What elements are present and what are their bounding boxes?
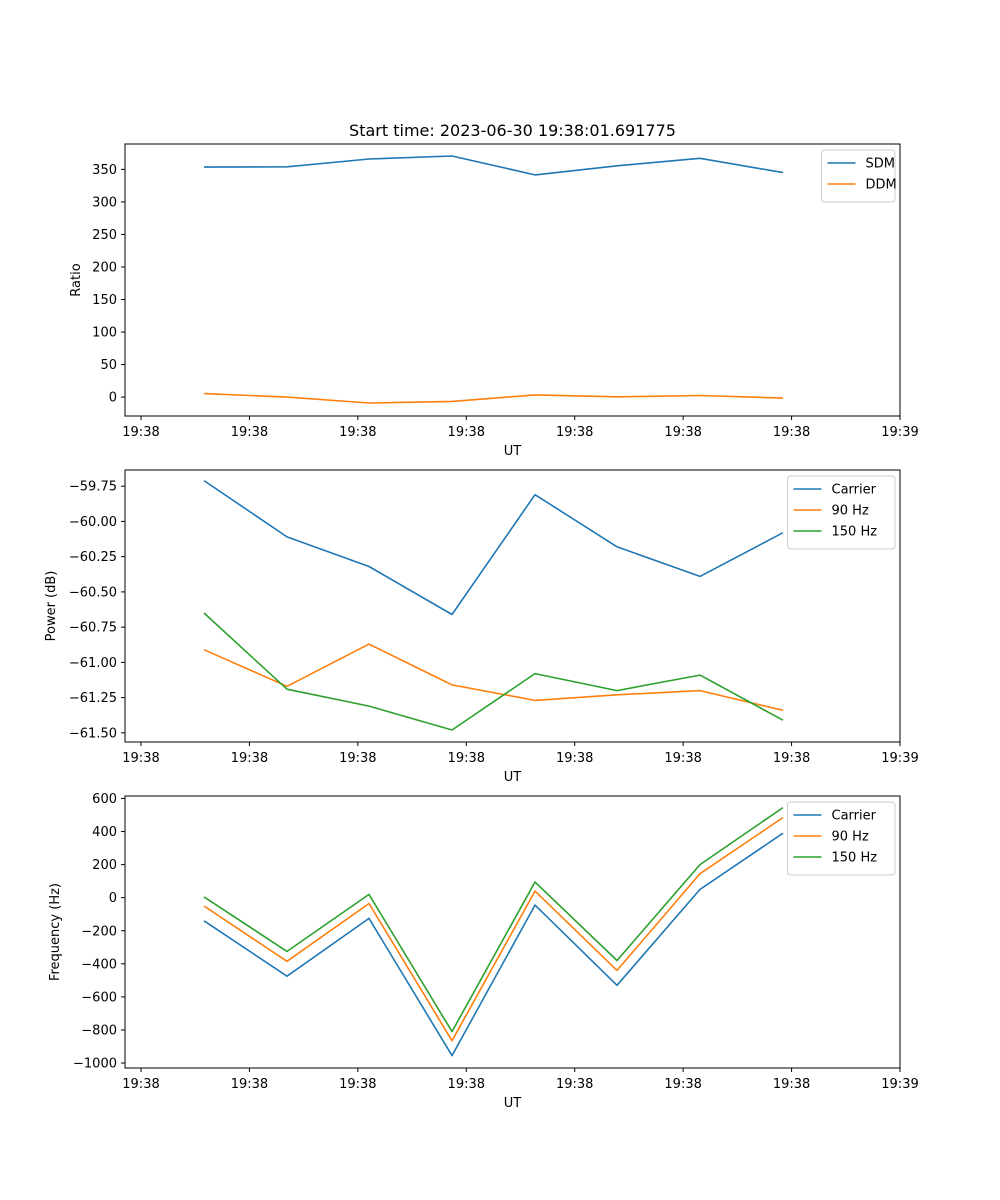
x-tick-label: 19:38 (122, 425, 159, 440)
legend-label: 90 Hz (832, 504, 869, 519)
chart-3: 19:38 19:38 19:38 19:38 19:38 19:38 19:38 19:39… (48, 792, 919, 1111)
series-line-90-hz (203, 643, 784, 712)
series-line-carrier (203, 479, 784, 616)
x-tick-label: 19:39 (881, 751, 918, 766)
y-axis-label: Frequency (Hz) (48, 883, 63, 981)
series-line-90-hz (203, 816, 784, 1042)
legend-label: DDM (866, 178, 897, 193)
legend-label: 90 Hz (832, 830, 869, 845)
x-tick-label: 19:39 (881, 425, 918, 440)
y-tick-label: −800 (81, 1023, 117, 1038)
legend: SDM DDM (821, 149, 897, 203)
x-axis-label: UT (504, 770, 522, 785)
y-tick-label: −600 (81, 990, 117, 1005)
y-tick-label: 100 (92, 326, 117, 341)
y-tick-label: −400 (81, 957, 117, 972)
y-axis-label: Power (dB) (44, 571, 59, 642)
y-tick-label: −60.50 (69, 585, 117, 600)
x-tick-label: 19:38 (556, 751, 593, 766)
y-tick-label: −1000 (73, 1057, 117, 1072)
x-tick-label: 19:38 (556, 1077, 593, 1092)
plot-frame (124, 143, 901, 417)
x-tick-label: 19:38 (122, 1077, 159, 1092)
legend-label: SDM (866, 157, 895, 172)
y-tick-label: −61.00 (69, 656, 117, 671)
y-tick-label: 200 (92, 858, 117, 873)
y-tick-label: −60.00 (69, 515, 117, 530)
y-tick-label: 0 (109, 891, 117, 906)
series-line-150-hz (203, 806, 784, 1033)
legend: Carrier 90 Hz 150 Hz (787, 475, 896, 550)
y-axis-label: Ratio (69, 263, 84, 296)
legend-label: 150 Hz (832, 851, 878, 866)
x-tick-label: 19:38 (773, 751, 810, 766)
series-line-sdm (203, 155, 784, 176)
x-tick-label: 19:38 (339, 425, 376, 440)
chart-title: Start time: 2023-06-30 19:38:01.691775 (349, 121, 676, 140)
legend-label: Carrier (832, 809, 877, 824)
x-tick-label: 19:38 (556, 425, 593, 440)
legend-label: 150 Hz (832, 525, 878, 540)
y-tick-label: 150 (92, 293, 117, 308)
x-tick-label: 19:38 (231, 1077, 268, 1092)
legend-label: Carrier (832, 483, 877, 498)
y-tick-label: 250 (92, 228, 117, 243)
y-tick-label: −60.25 (69, 550, 117, 565)
plot-frame (124, 795, 901, 1069)
x-tick-label: 19:38 (664, 1077, 701, 1092)
x-tick-label: 19:38 (448, 425, 485, 440)
y-tick-label: −200 (81, 924, 117, 939)
x-tick-label: 19:38 (448, 751, 485, 766)
x-tick-label: 19:38 (339, 1077, 376, 1092)
y-tick-label: −61.50 (69, 726, 117, 741)
y-tick-label: 50 (100, 358, 117, 373)
x-axis-label: UT (504, 1096, 522, 1111)
y-tick-label: 300 (92, 195, 117, 210)
series-line-carrier (203, 832, 784, 1057)
legend: Carrier 90 Hz 150 Hz (787, 801, 896, 876)
x-tick-label: 19:38 (339, 751, 376, 766)
y-tick-label: −59.75 (69, 480, 117, 495)
x-tick-label: 19:38 (773, 425, 810, 440)
x-tick-label: 19:38 (664, 751, 701, 766)
x-tick-label: 19:38 (664, 425, 701, 440)
y-tick-label: −60.75 (69, 621, 117, 636)
series-line-150-hz (203, 612, 784, 731)
chart-1: Start time: 2023-06-30 19:38:01.691775 19… (69, 121, 919, 459)
plot-frame (124, 469, 901, 743)
x-tick-label: 19:38 (122, 751, 159, 766)
x-tick-label: 19:38 (448, 1077, 485, 1092)
y-tick-label: 350 (92, 163, 117, 178)
y-tick-label: 200 (92, 260, 117, 275)
y-tick-label: 0 (109, 391, 117, 406)
x-tick-label: 19:39 (881, 1077, 918, 1092)
y-tick-label: 400 (92, 825, 117, 840)
chart-2: 19:38 19:38 19:38 19:38 19:38 19:38 19:38 19:39… (44, 469, 919, 785)
x-tick-label: 19:38 (231, 425, 268, 440)
x-tick-label: 19:38 (773, 1077, 810, 1092)
x-tick-label: 19:38 (231, 751, 268, 766)
y-tick-label: 600 (92, 792, 117, 807)
series-line-ddm (203, 392, 784, 404)
x-axis-label: UT (504, 444, 522, 459)
y-tick-label: −61.25 (69, 691, 117, 706)
